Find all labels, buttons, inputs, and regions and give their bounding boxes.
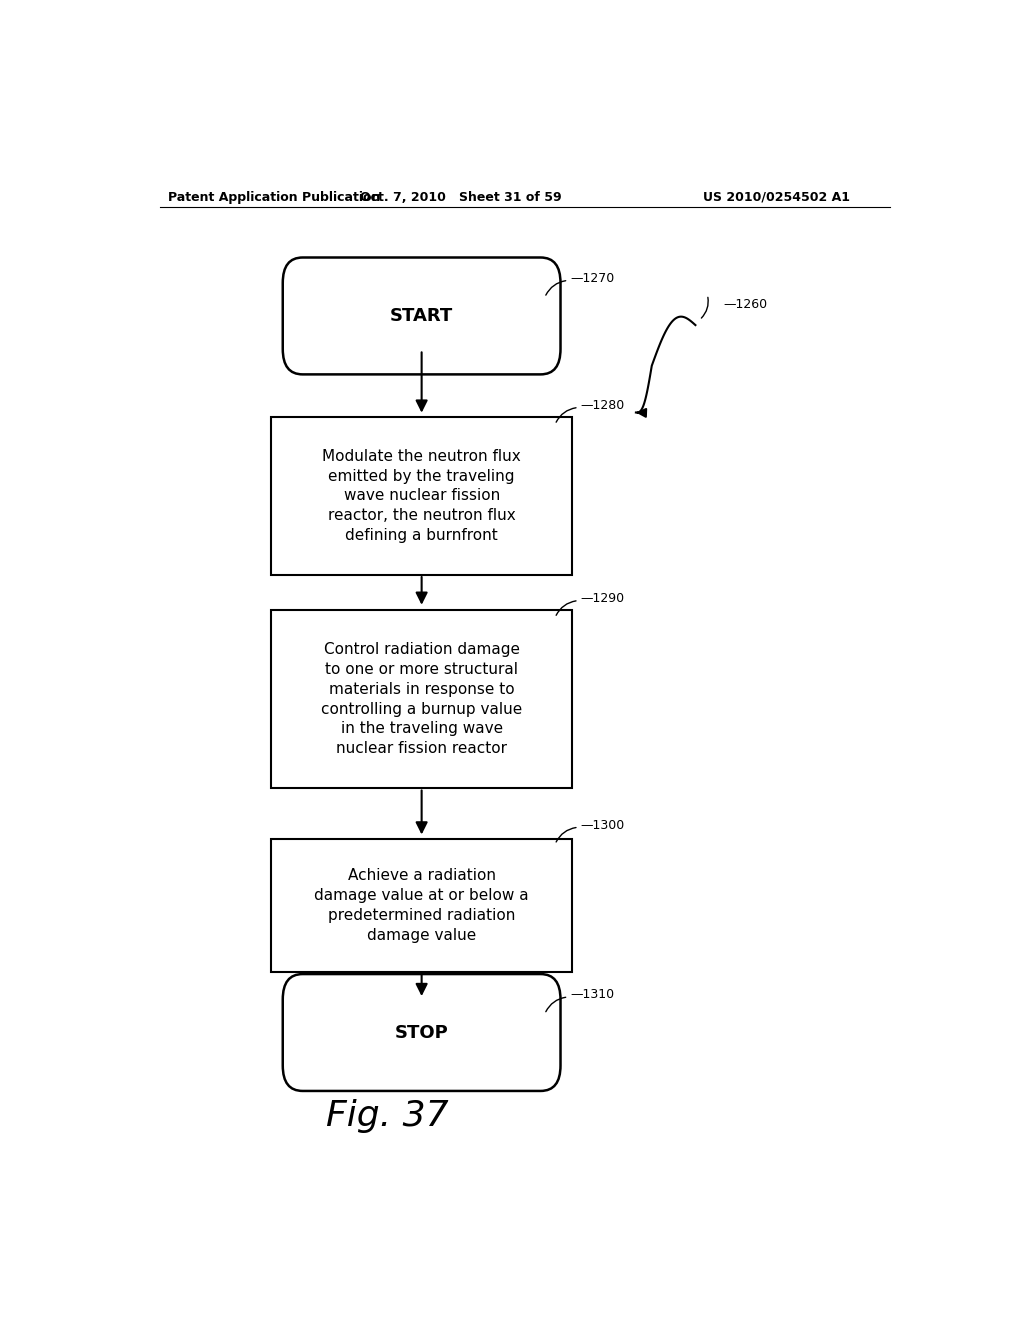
Text: Control radiation damage
to one or more structural
materials in response to
cont: Control radiation damage to one or more … xyxy=(321,642,522,756)
Text: Fig. 37: Fig. 37 xyxy=(327,1098,450,1133)
Text: START: START xyxy=(390,308,454,325)
Text: STOP: STOP xyxy=(395,1023,449,1041)
Text: —1270: —1270 xyxy=(570,272,614,285)
Text: US 2010/0254502 A1: US 2010/0254502 A1 xyxy=(703,190,850,203)
FancyBboxPatch shape xyxy=(283,974,560,1090)
Text: Modulate the neutron flux
emitted by the traveling
wave nuclear fission
reactor,: Modulate the neutron flux emitted by the… xyxy=(323,449,521,543)
Text: —1290: —1290 xyxy=(581,591,625,605)
Text: —1310: —1310 xyxy=(570,989,614,1002)
Bar xyxy=(270,840,572,972)
Bar xyxy=(270,417,572,574)
Text: Achieve a radiation
damage value at or below a
predetermined radiation
damage va: Achieve a radiation damage value at or b… xyxy=(314,869,529,942)
Text: Oct. 7, 2010   Sheet 31 of 59: Oct. 7, 2010 Sheet 31 of 59 xyxy=(360,190,562,203)
Text: —1300: —1300 xyxy=(581,818,625,832)
FancyBboxPatch shape xyxy=(283,257,560,375)
Text: Patent Application Publication: Patent Application Publication xyxy=(168,190,380,203)
Text: —1280: —1280 xyxy=(581,399,625,412)
Text: —1260: —1260 xyxy=(723,298,767,312)
Bar xyxy=(270,610,572,788)
